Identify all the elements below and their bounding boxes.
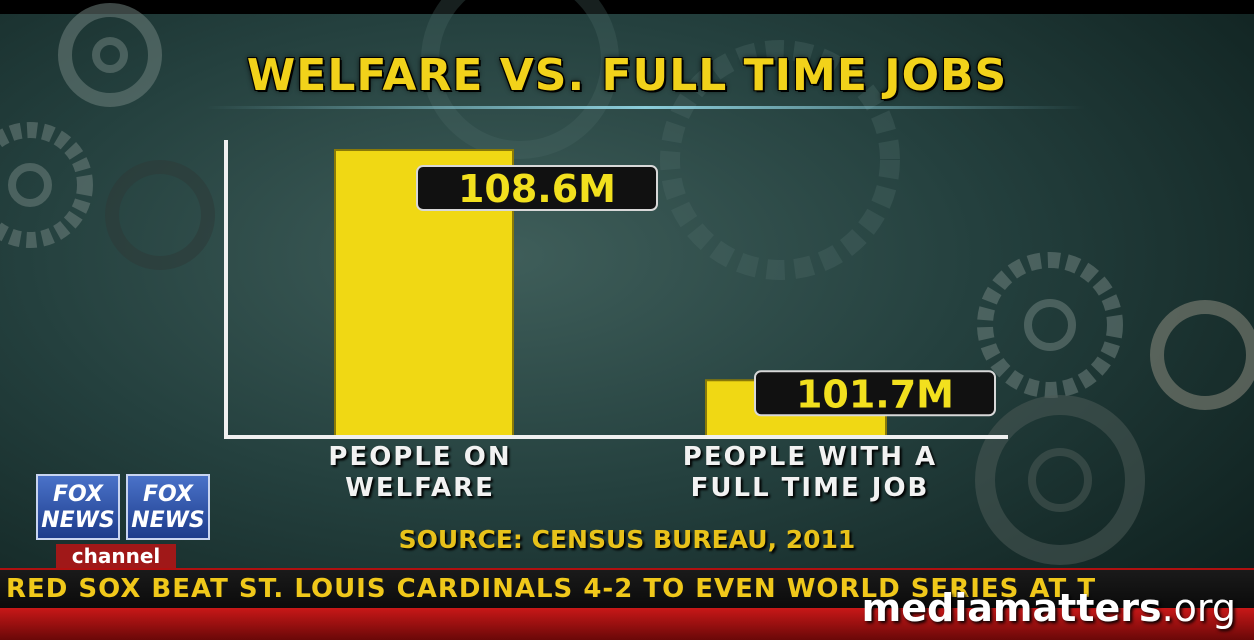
logo-fox-text: FOX	[53, 482, 103, 507]
source-note: SOURCE: CENSUS BUREAU, 2011	[398, 525, 856, 554]
data-label: 101.7M	[754, 370, 996, 417]
category-label-welfare: PEOPLE ON WELFARE	[270, 442, 570, 504]
gear-icon	[1028, 448, 1092, 512]
category-label-line: WELFARE	[345, 473, 495, 503]
data-label-box	[754, 370, 996, 417]
letterbox-bar	[0, 0, 1254, 14]
logo-fox-text: FOX	[143, 482, 193, 507]
fox-news-logo: FOX NEWS FOX NEWS channel	[36, 474, 216, 568]
gear-icon	[105, 160, 215, 270]
gear-icon	[0, 122, 93, 248]
logo-channel-text: channel	[56, 544, 176, 568]
bottom-bar	[0, 608, 1254, 640]
gear-icon	[58, 3, 162, 107]
data-label-box	[416, 165, 658, 212]
data-label: 108.6M	[416, 165, 658, 212]
category-label-line: PEOPLE WITH A	[682, 442, 938, 472]
gear-icon	[1150, 300, 1254, 410]
gear-icon	[975, 395, 1145, 565]
category-label-full-time-job: PEOPLE WITH A FULL TIME JOB	[660, 442, 960, 504]
news-ticker: RED SOX BEAT ST. LOUIS CARDINALS 4-2 TO …	[0, 568, 1254, 610]
gear-icon	[660, 40, 900, 280]
chart-title: WELFARE VS. FULL TIME JOBS	[246, 50, 1008, 101]
category-label-line: PEOPLE ON	[328, 442, 512, 472]
category-label-line: FULL TIME JOB	[690, 473, 930, 503]
gear-icon	[977, 252, 1123, 398]
watermark-bold: mediamatters	[861, 586, 1162, 630]
logo-news-text: NEWS	[41, 508, 115, 533]
logo-box: FOX NEWS	[126, 474, 210, 540]
gear-icon	[421, 0, 619, 159]
logo-box: FOX NEWS	[36, 474, 120, 540]
gear-icon	[92, 37, 128, 73]
data-label-text: 108.6M	[458, 167, 616, 211]
watermark-light: .org	[1161, 586, 1236, 630]
ticker-text: RED SOX BEAT ST. LOUIS CARDINALS 4-2 TO …	[6, 574, 1097, 604]
gear-icon	[1024, 299, 1076, 351]
logo-news-text: NEWS	[131, 508, 205, 533]
watermark: mediamatters.org	[862, 586, 1236, 630]
data-label-text: 101.7M	[796, 372, 954, 416]
title-underline	[205, 106, 1085, 109]
gear-icon	[8, 163, 52, 207]
